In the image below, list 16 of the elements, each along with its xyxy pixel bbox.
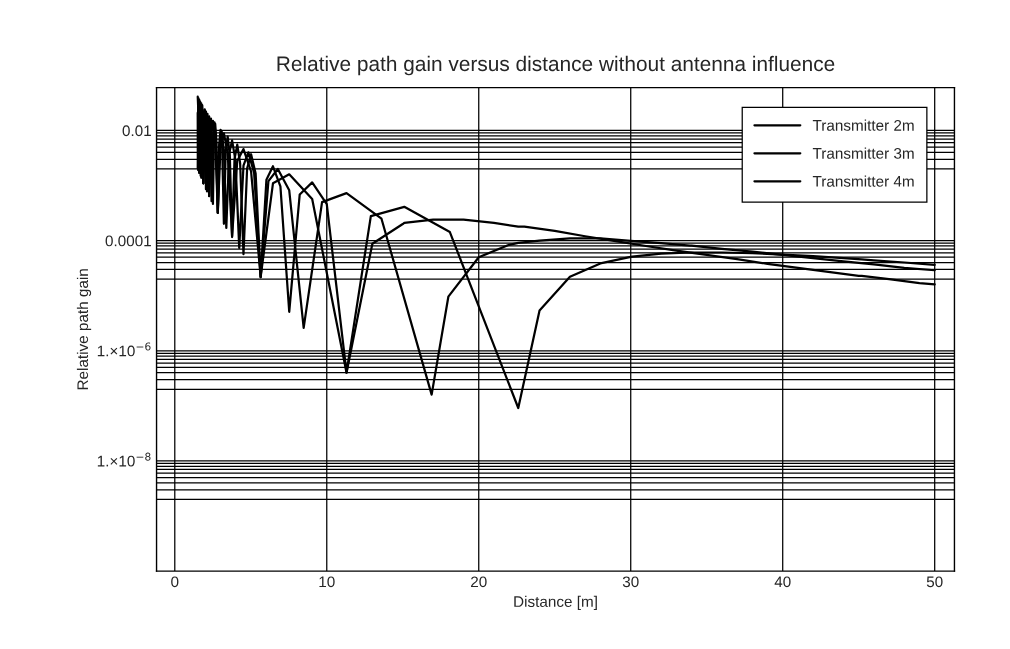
y-axis-title: Relative path gain [76, 269, 92, 390]
y-tick-label: 1.×10$^{−8}$ [97, 452, 151, 467]
x-tick-label: 40 [774, 576, 791, 588]
legend-label: Transmitter 4m [812, 175, 914, 187]
y-tick-label: 0.01 [122, 125, 151, 137]
legend-label: Transmitter 3m [812, 147, 914, 159]
y-tick-label: 0.0001 [105, 235, 151, 247]
x-axis-title: Distance [m] [514, 595, 597, 611]
y-tick-label: 1.×10$^{−6}$ [97, 342, 151, 357]
legend-label: Transmitter 2m [812, 119, 914, 131]
x-tick-label: 10 [319, 576, 335, 588]
x-tick-label: 30 [622, 576, 639, 588]
x-tick-label: 0 [171, 576, 179, 588]
chart-title: Relative path gain versus distance without antenna influence [277, 55, 835, 76]
x-tick-label: 50 [926, 576, 943, 588]
x-tick-label: 20 [471, 576, 487, 588]
